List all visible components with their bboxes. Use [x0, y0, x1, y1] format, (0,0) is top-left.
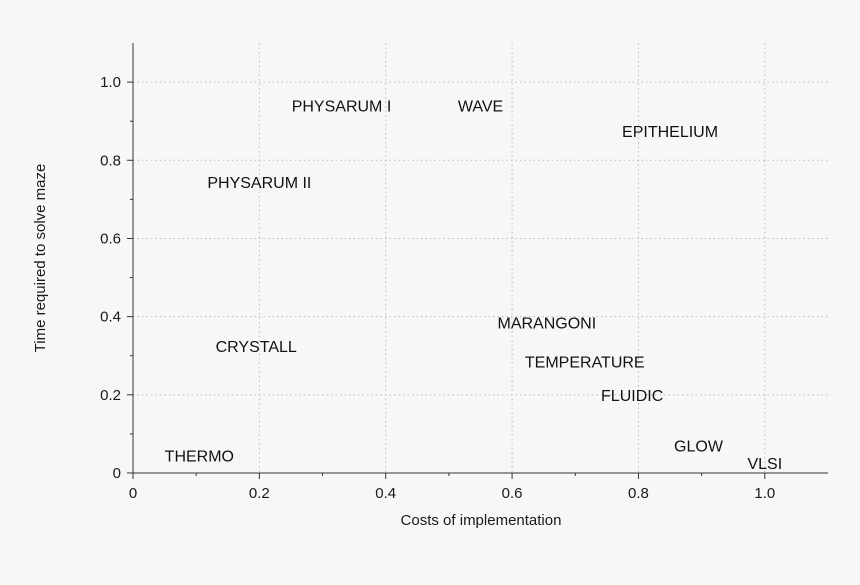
- y-tick-label: 0.4: [100, 309, 121, 326]
- data-points: PHYSARUM I WAVE EPITHELIUM PHYSARUM II MARAN…: [165, 99, 782, 474]
- y-axis-title: Time required to solve maze: [32, 164, 49, 353]
- point-label-fluidic: FLUIDIC: [601, 388, 663, 405]
- x-tick-label: 0: [129, 485, 137, 502]
- y-tick-label: 0.8: [100, 152, 121, 169]
- x-tick-label: 0.2: [249, 485, 270, 502]
- tick-marks: [127, 81, 766, 479]
- point-label-wave: WAVE: [458, 99, 503, 116]
- point-label-epithelium: EPITHELIUM: [622, 124, 718, 141]
- point-label-marangoni: MARANGONI: [498, 316, 597, 333]
- point-label-crystall: CRYSTALL: [216, 339, 297, 356]
- point-label-physarum-ii: PHYSARUM II: [207, 175, 311, 192]
- point-label-thermo: THERMO: [165, 448, 234, 465]
- point-label-vlsi: VLSI: [747, 456, 782, 473]
- x-tick-label: 0.8: [628, 485, 649, 502]
- point-label-temperature: TEMPERATURE: [525, 355, 645, 372]
- point-label-glow: GLOW: [674, 439, 724, 456]
- grid-lines: [133, 43, 828, 473]
- y-tick-label: 0.2: [100, 387, 121, 404]
- tick-labels: 0 0.2 0.4 0.6 0.8 1.0 0 0.2 0.4 0.6 0.8 1.0: [100, 74, 775, 502]
- point-label-physarum-i: PHYSARUM I: [292, 99, 392, 116]
- axes: [132, 43, 828, 474]
- x-tick-label: 1.0: [754, 485, 775, 502]
- y-tick-label: 0: [113, 465, 121, 482]
- x-tick-label: 0.6: [502, 485, 523, 502]
- y-tick-label: 1.0: [100, 74, 121, 91]
- x-tick-label: 0.4: [375, 485, 396, 502]
- x-axis-title: Costs of implementation: [401, 512, 562, 529]
- y-tick-label: 0.6: [100, 230, 121, 247]
